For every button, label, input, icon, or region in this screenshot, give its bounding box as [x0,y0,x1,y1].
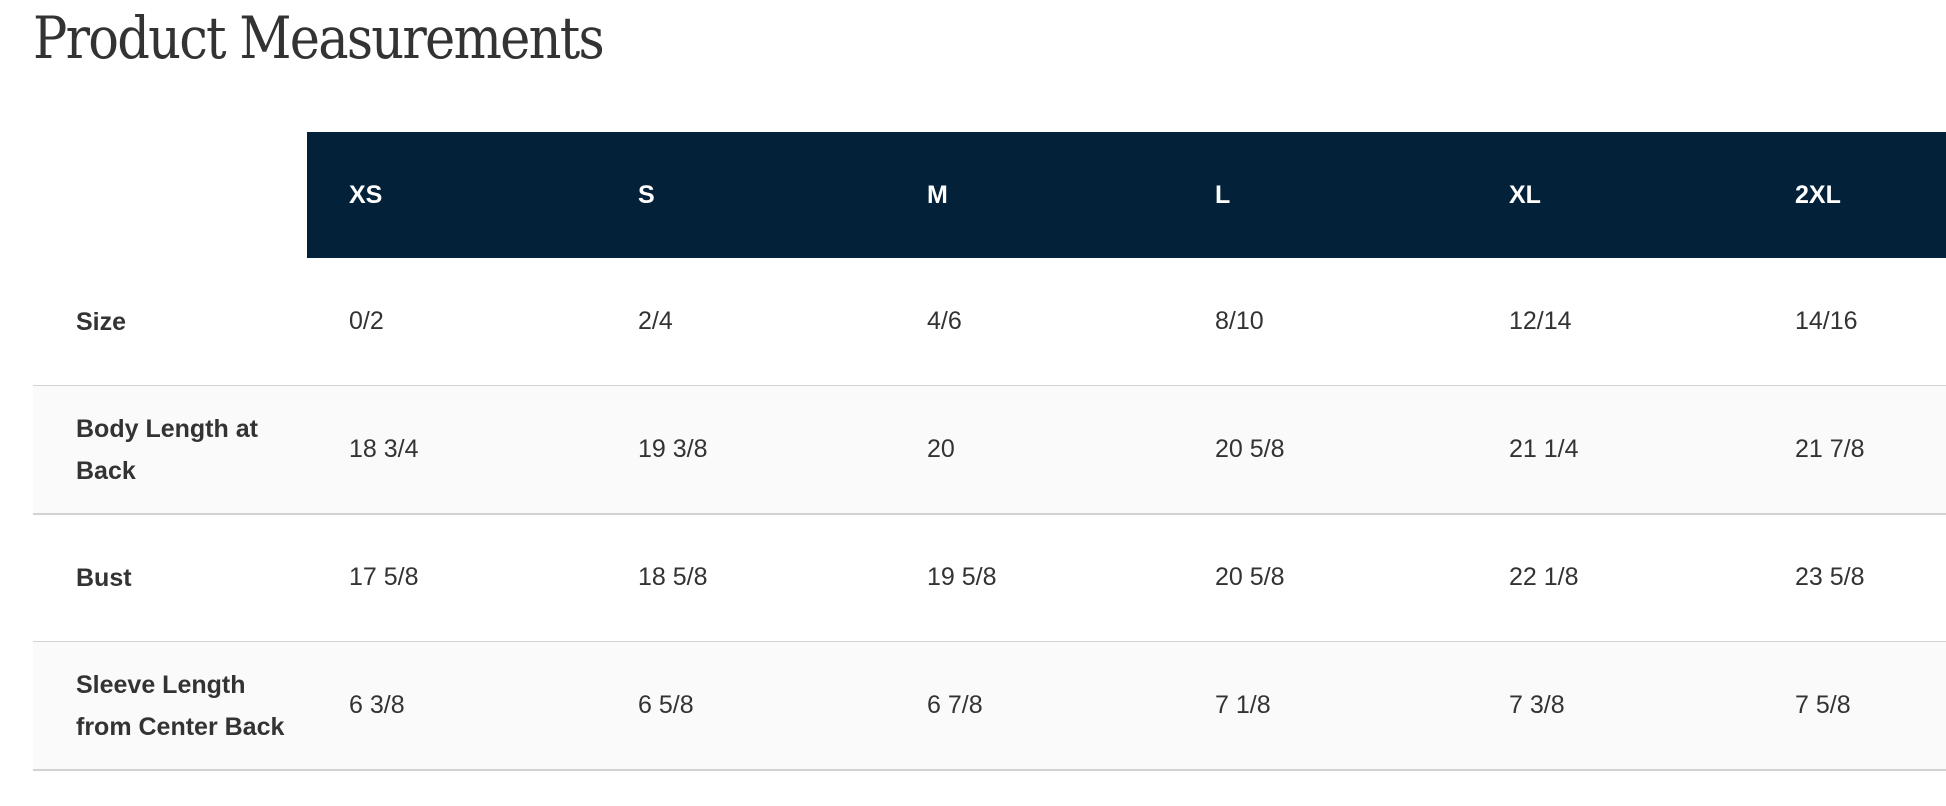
table-cell: 22 1/8 [1509,563,1579,591]
table-cell: 17 5/8 [349,563,419,591]
page-title: Product Measurements [33,4,605,72]
column-header: L [1215,181,1231,209]
table-row: Body Length at Back 18 3/4 19 3/8 20 20 5/8 2… [33,386,1946,515]
row-label: Size [76,307,127,336]
table-cell: 21 7/8 [1795,435,1865,463]
table-row: Bust 17 5/8 18 5/8 19 5/8 20 5/8 22 1/8 23 5/8 [33,514,1946,643]
column-header: 2XL [1795,181,1841,209]
row-label: Sleeve Length from Center Back [76,670,285,741]
column-header: S [638,181,655,209]
table-header: XS S M L XL 2XL [307,132,1946,258]
column-header: XS [349,181,383,209]
row-label: Body Length at Back [76,414,258,485]
table-cell: 6 3/8 [349,691,405,719]
row-label: Bust [76,563,132,592]
table-cell: 14/16 [1795,307,1858,335]
table-cell: 7 3/8 [1509,691,1565,719]
table-cell: 6 7/8 [927,691,983,719]
table-cell: 0/2 [349,307,384,335]
column-header: M [927,181,948,209]
table-cell: 7 1/8 [1215,691,1271,719]
table-cell: 19 5/8 [927,563,997,591]
table-cell: 20 5/8 [1215,563,1285,591]
column-header: XL [1509,181,1541,209]
table-row: Size 0/2 2/4 4/6 8/10 12/14 14/16 [33,258,1946,387]
table-cell: 19 3/8 [638,435,708,463]
table-cell: 4/6 [927,307,962,335]
table-cell: 18 5/8 [638,563,708,591]
table-cell: 6 5/8 [638,691,694,719]
table-cell: 8/10 [1215,307,1264,335]
table-cell: 7 5/8 [1795,691,1851,719]
table-cell: 2/4 [638,307,673,335]
table-row: Sleeve Length from Center Back 6 3/8 6 5/8… [33,642,1946,771]
table-cell: 23 5/8 [1795,563,1865,591]
table-cell: 18 3/4 [349,435,419,463]
table-cell: 12/14 [1509,307,1572,335]
table-cell: 21 1/4 [1509,435,1579,463]
table-cell: 20 5/8 [1215,435,1285,463]
table-cell: 20 [927,435,955,463]
